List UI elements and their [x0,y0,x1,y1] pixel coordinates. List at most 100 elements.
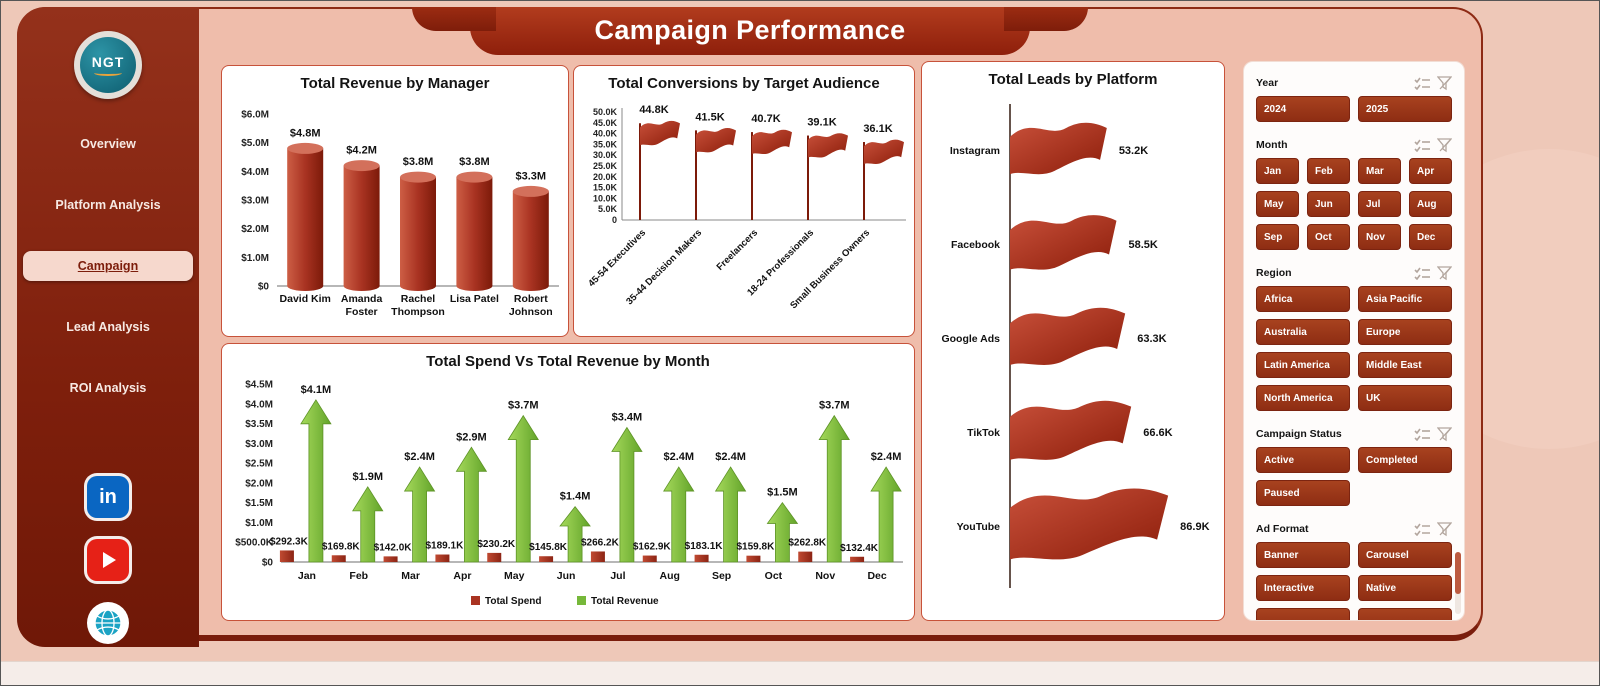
slicer-option-month-oct[interactable]: Oct [1307,224,1350,250]
sidebar-item-campaign[interactable]: Campaign [23,251,193,281]
svg-text:$3.5M: $3.5M [245,419,273,430]
svg-text:$4.0M: $4.0M [245,399,273,410]
slicer-scrollbar[interactable] [1455,552,1461,614]
sidebar-item-roi-analysis[interactable]: ROI Analysis [69,381,147,395]
svg-text:$500.0K: $500.0K [235,538,274,549]
svg-text:Oct: Oct [765,570,783,582]
select-all-icon[interactable] [1414,522,1431,536]
slicer-option-month-nov[interactable]: Nov [1358,224,1401,250]
svg-text:$3.3M: $3.3M [516,170,547,182]
slicer-option-month-may[interactable]: May [1256,191,1299,217]
slicer-option-region-north-america[interactable]: North America [1256,385,1350,411]
slicer-option-region-latin-america[interactable]: Latin America [1256,352,1350,378]
slicer-option-ad-format-interactive[interactable]: Interactive [1256,575,1350,601]
svg-text:$162.9K: $162.9K [633,542,672,553]
svg-text:$292.3K: $292.3K [270,536,309,547]
svg-text:$2.4M: $2.4M [871,451,902,463]
svg-text:Mar: Mar [401,570,420,582]
slicer-option-region-middle-east[interactable]: Middle East [1358,352,1452,378]
slicer-region: Region Africa Asia Pacific Australia Europe L… [1256,264,1452,411]
slicer-option-month-apr[interactable]: Apr [1409,158,1452,184]
sidebar-item-lead-analysis[interactable]: Lead Analysis [66,320,150,334]
slicer-option-ad-format-clipped[interactable] [1358,608,1452,620]
slicer-option-year-2025[interactable]: 2025 [1358,96,1452,122]
leads-by-platform-chart: 53.2K Instagram 58.5K Facebook 63.3K Google A… [941,104,1210,588]
svg-text:$1.0M: $1.0M [245,518,273,529]
svg-text:$2.4M: $2.4M [404,451,435,463]
svg-text:Jun: Jun [557,570,576,582]
clear-filter-icon[interactable] [1437,426,1452,442]
svg-text:$2.0M: $2.0M [241,224,269,235]
select-all-icon[interactable] [1414,138,1431,152]
svg-text:Aug: Aug [660,570,680,582]
clear-filter-icon[interactable] [1437,137,1452,153]
slicer-option-ad-format-carousel[interactable]: Carousel [1358,542,1452,568]
dashboard-canvas: Campaign Performance NGT Overview Platfor… [17,7,1483,647]
slicer-option-month-jan[interactable]: Jan [1256,158,1299,184]
slicer-option-region-uk[interactable]: UK [1358,385,1452,411]
slicer-option-month-mar[interactable]: Mar [1358,158,1401,184]
chart-title-leads: Total Leads by Platform [988,71,1158,88]
slicer-scrollbar-thumb[interactable] [1455,552,1461,594]
select-all-icon[interactable] [1414,266,1431,280]
svg-text:$3.0M: $3.0M [245,439,273,450]
svg-text:$159.8K: $159.8K [737,542,776,553]
svg-text:May: May [504,570,525,582]
sidebar-item-platform-analysis[interactable]: Platform Analysis [55,198,161,212]
slicer-option-ad-format-native[interactable]: Native [1358,575,1452,601]
svg-text:$3.7M: $3.7M [819,400,850,412]
svg-text:$145.8K: $145.8K [529,542,568,553]
logo-circle: NGT [80,37,136,93]
youtube-icon[interactable] [87,539,129,581]
select-all-icon[interactable] [1414,76,1431,90]
slicer-option-year-2024[interactable]: 2024 [1256,96,1350,122]
globe-glyph [94,609,122,637]
clear-filter-icon[interactable] [1437,265,1452,281]
slicer-header: Region [1256,264,1452,282]
svg-text:Total Spend: Total Spend [485,596,541,607]
globe-icon[interactable] [87,602,129,644]
svg-text:36.1K: 36.1K [863,123,892,135]
svg-text:$1.5M: $1.5M [245,498,273,509]
slicer-option-region-asia-pacific[interactable]: Asia Pacific [1358,286,1452,312]
svg-text:Instagram: Instagram [950,145,1000,157]
slicer-option-region-australia[interactable]: Australia [1256,319,1350,345]
svg-text:$1.5M: $1.5M [767,487,798,499]
slicer-title-month: Month [1256,139,1288,151]
sidebar-item-overview[interactable]: Overview [80,137,136,151]
svg-text:40.0K: 40.0K [593,129,618,139]
slicer-option-ad-format-clipped[interactable] [1256,608,1350,620]
slicer-option-month-aug[interactable]: Aug [1409,191,1452,217]
slicer-option-campaign-status-active[interactable]: Active [1256,447,1350,473]
svg-text:$169.8K: $169.8K [322,541,361,552]
svg-text:86.9K: 86.9K [1180,521,1209,533]
slicer-option-month-dec[interactable]: Dec [1409,224,1452,250]
linkedin-icon[interactable]: in [87,476,129,518]
svg-text:Google Ads: Google Ads [941,333,1000,345]
select-all-icon[interactable] [1414,427,1431,441]
clear-filter-glyph [1437,521,1452,536]
bottom-strip [1,661,1599,685]
slicer-option-month-sep[interactable]: Sep [1256,224,1299,250]
logo-swoosh [94,70,122,76]
clear-filter-glyph [1437,75,1452,90]
chart-title-conversions: Total Conversions by Target Audience [608,75,880,92]
ngt-logo: NGT [74,31,142,99]
slicer-option-campaign-status-completed[interactable]: Completed [1358,447,1452,473]
slicer-option-month-jun[interactable]: Jun [1307,191,1350,217]
revenue-by-manager-chart: $6.0M $5.0M $4.0M $3.0M $2.0M $1.0M $0 $4.8M Dav… [241,110,559,318]
sidebar-nav: Overview Platform Analysis Campaign Lead An… [17,129,199,434]
clear-filter-icon[interactable] [1437,521,1452,537]
slicer-option-campaign-status-paused[interactable]: Paused [1256,480,1350,506]
slicer-title-ad-format: Ad Format [1256,523,1309,535]
slicer-option-region-europe[interactable]: Europe [1358,319,1452,345]
slicer-option-month-feb[interactable]: Feb [1307,158,1350,184]
slicer-option-ad-format-banner[interactable]: Banner [1256,542,1350,568]
slicer-option-region-africa[interactable]: Africa [1256,286,1350,312]
clear-filter-icon[interactable] [1437,75,1452,91]
slicer-option-month-jul[interactable]: Jul [1358,191,1401,217]
select-all-glyph [1414,267,1430,280]
svg-text:66.6K: 66.6K [1143,427,1172,439]
svg-text:$262.8K: $262.8K [788,538,827,549]
svg-text:David Kim: David Kim [280,293,331,305]
